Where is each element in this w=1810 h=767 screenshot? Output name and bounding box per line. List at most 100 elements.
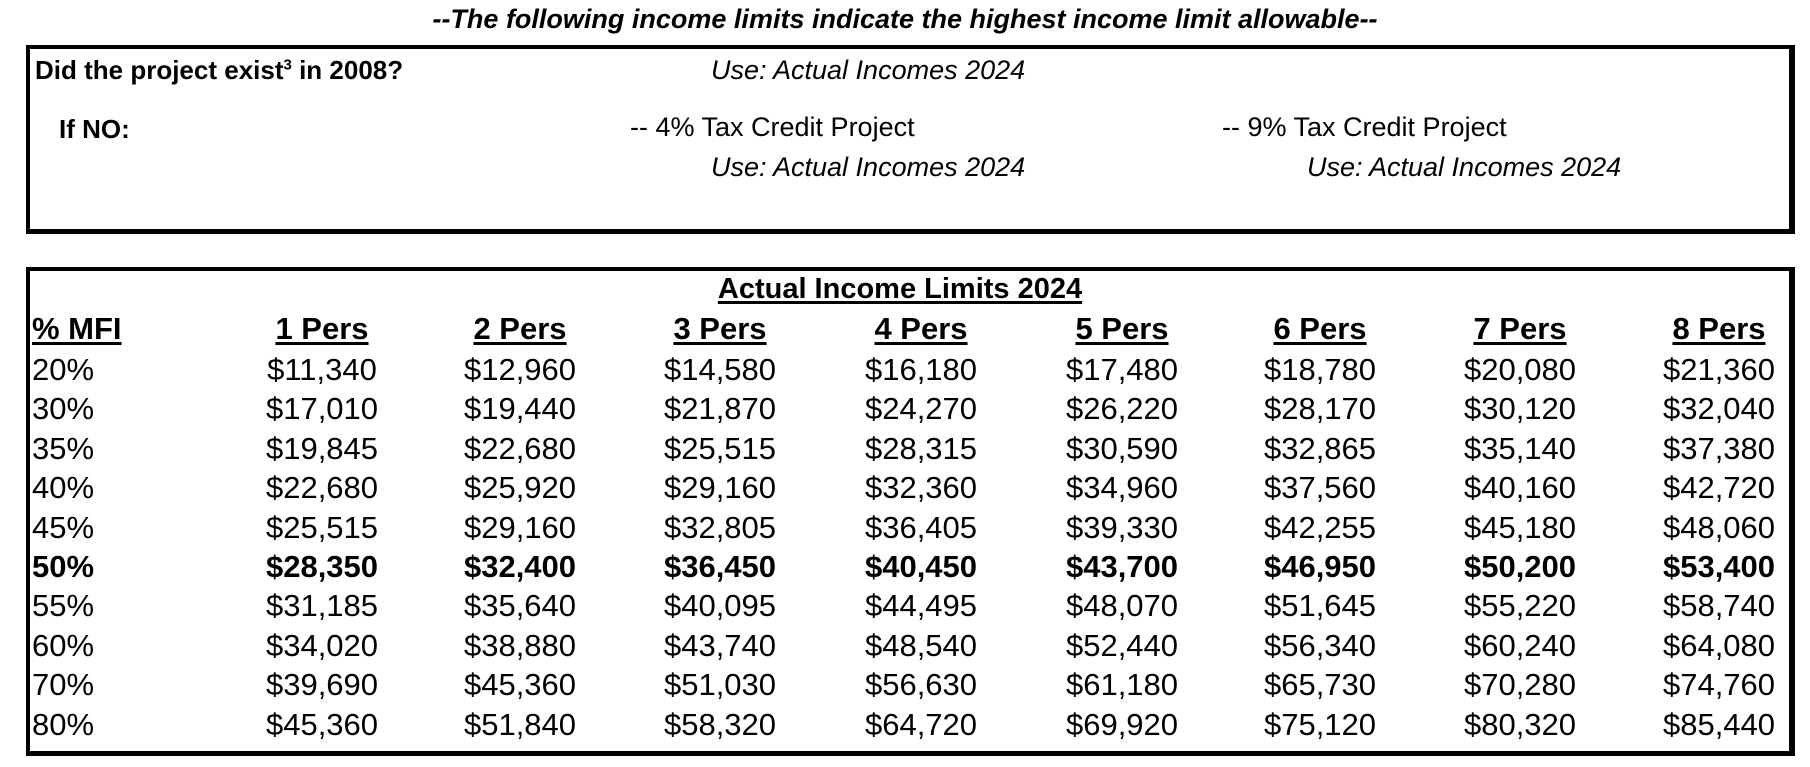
column-header-text: 2 Pers xyxy=(473,311,567,346)
table-cell: $70,280 xyxy=(1463,667,1577,703)
table-cell: $35,140 xyxy=(1463,430,1577,466)
table-cell: $42,255 xyxy=(1263,509,1377,545)
table-cell: $51,645 xyxy=(1263,588,1377,624)
table-title-text: Actual Income Limits 2024 xyxy=(717,273,1083,305)
row-label-mfi: 70% xyxy=(32,667,95,703)
table-cell: $28,170 xyxy=(1263,391,1377,427)
table-cell: $69,920 xyxy=(1065,706,1179,742)
table-cell: $45,180 xyxy=(1463,509,1577,545)
table-cell: $46,950 xyxy=(1263,549,1377,584)
table-cell: $48,060 xyxy=(1662,509,1776,545)
table-cell: $14,580 xyxy=(663,352,777,387)
column-header: 2 Pers xyxy=(420,311,620,347)
column-header: 8 Pers xyxy=(1619,311,1810,347)
project-criteria-box xyxy=(26,45,1795,234)
row-label-mfi: 50% xyxy=(32,549,95,584)
column-header: 6 Pers xyxy=(1220,311,1420,347)
table-cell: $22,680 xyxy=(265,470,379,506)
table-cell: $28,315 xyxy=(864,430,978,466)
table-cell: $16,180 xyxy=(864,352,978,387)
table-cell: $48,540 xyxy=(864,627,978,663)
column-header: 1 Pers xyxy=(222,311,422,347)
table-cell: $53,400 xyxy=(1662,549,1776,584)
row-label-mfi: 45% xyxy=(32,509,95,545)
table-cell: $40,160 xyxy=(1463,470,1577,506)
table-cell: $51,030 xyxy=(663,667,777,703)
table-cell: $56,630 xyxy=(864,667,978,703)
footnote-marker: 3 xyxy=(283,56,292,74)
column-header-text: 5 Pers xyxy=(1075,311,1169,346)
table-cell: $32,360 xyxy=(864,470,978,506)
column-header: 7 Pers xyxy=(1420,311,1620,347)
table-cell: $36,450 xyxy=(663,549,777,584)
table-cell: $32,805 xyxy=(663,509,777,545)
table-cell: $30,120 xyxy=(1463,391,1577,427)
table-title: Actual Income Limits 2024 xyxy=(0,273,1800,306)
table-cell: $48,070 xyxy=(1065,588,1179,624)
table-cell: $19,845 xyxy=(265,430,379,466)
table-cell: $50,200 xyxy=(1463,549,1577,584)
if-no-label: If NO: xyxy=(59,114,130,144)
income-limits-table xyxy=(26,267,1795,756)
table-cell: $80,320 xyxy=(1463,706,1577,742)
question-suffix: in 2008? xyxy=(291,55,404,85)
table-cell: $32,400 xyxy=(463,549,577,584)
table-cell: $58,740 xyxy=(1662,588,1776,624)
table-cell: $26,220 xyxy=(1065,391,1179,427)
table-cell: $25,515 xyxy=(265,509,379,545)
row-label-mfi: 40% xyxy=(32,470,95,506)
table-cell: $31,185 xyxy=(265,588,379,624)
table-cell: $21,870 xyxy=(663,391,777,427)
column-header-text: % MFI xyxy=(32,311,122,346)
table-cell: $51,840 xyxy=(463,706,577,742)
table-cell: $29,160 xyxy=(463,509,577,545)
table-cell: $11,340 xyxy=(267,352,377,387)
table-cell: $61,180 xyxy=(1065,667,1179,703)
column-header-text: 8 Pers xyxy=(1672,311,1766,346)
table-cell: $52,440 xyxy=(1065,627,1179,663)
table-cell: $17,480 xyxy=(1065,352,1179,387)
table-cell: $18,780 xyxy=(1263,352,1377,387)
table-cell: $75,120 xyxy=(1263,706,1377,742)
column-header: 3 Pers xyxy=(620,311,820,347)
table-cell: $64,720 xyxy=(864,706,978,742)
row-label-mfi: 30% xyxy=(32,391,95,427)
table-cell: $28,350 xyxy=(265,549,379,584)
table-cell: $22,680 xyxy=(463,430,577,466)
table-cell: $25,515 xyxy=(663,430,777,466)
table-cell: $19,440 xyxy=(463,391,577,427)
table-cell: $37,380 xyxy=(1662,430,1776,466)
row-label-mfi: 80% xyxy=(32,706,95,742)
table-cell: $44,495 xyxy=(864,588,978,624)
table-cell: $37,560 xyxy=(1263,470,1377,506)
table-cell: $29,160 xyxy=(663,470,777,506)
table-cell: $32,865 xyxy=(1263,430,1377,466)
table-cell: $55,220 xyxy=(1463,588,1577,624)
table-cell: $43,740 xyxy=(663,627,777,663)
table-cell: $34,960 xyxy=(1065,470,1179,506)
table-cell: $17,010 xyxy=(265,391,379,427)
row-label-mfi: 35% xyxy=(32,430,95,466)
table-cell: $39,330 xyxy=(1065,509,1179,545)
row-label-mfi: 20% xyxy=(32,352,95,387)
option-4pct-label: -- 4% Tax Credit Project xyxy=(630,112,915,142)
table-cell: $34,020 xyxy=(265,627,379,663)
column-header-text: 7 Pers xyxy=(1473,311,1567,346)
table-cell: $12,960 xyxy=(463,352,577,387)
column-header: % MFI xyxy=(32,311,152,347)
column-header-text: 1 Pers xyxy=(275,311,369,346)
question-prefix: Did the project exist xyxy=(35,55,284,85)
table-cell: $35,640 xyxy=(463,588,577,624)
table-cell: $60,240 xyxy=(1463,627,1577,663)
table-cell: $40,095 xyxy=(663,588,777,624)
option-9pct-use: Use: Actual Incomes 2024 xyxy=(1307,152,1622,182)
table-cell: $64,080 xyxy=(1662,627,1776,663)
column-header: 4 Pers xyxy=(821,311,1021,347)
table-cell: $45,360 xyxy=(463,667,577,703)
table-cell: $24,270 xyxy=(864,391,978,427)
table-cell: $74,760 xyxy=(1662,667,1776,703)
table-cell: $32,040 xyxy=(1662,391,1776,427)
row-label-mfi: 60% xyxy=(32,627,95,663)
table-cell: $65,730 xyxy=(1263,667,1377,703)
project-existence-question: Did the project exist3 in 2008? xyxy=(35,55,403,86)
